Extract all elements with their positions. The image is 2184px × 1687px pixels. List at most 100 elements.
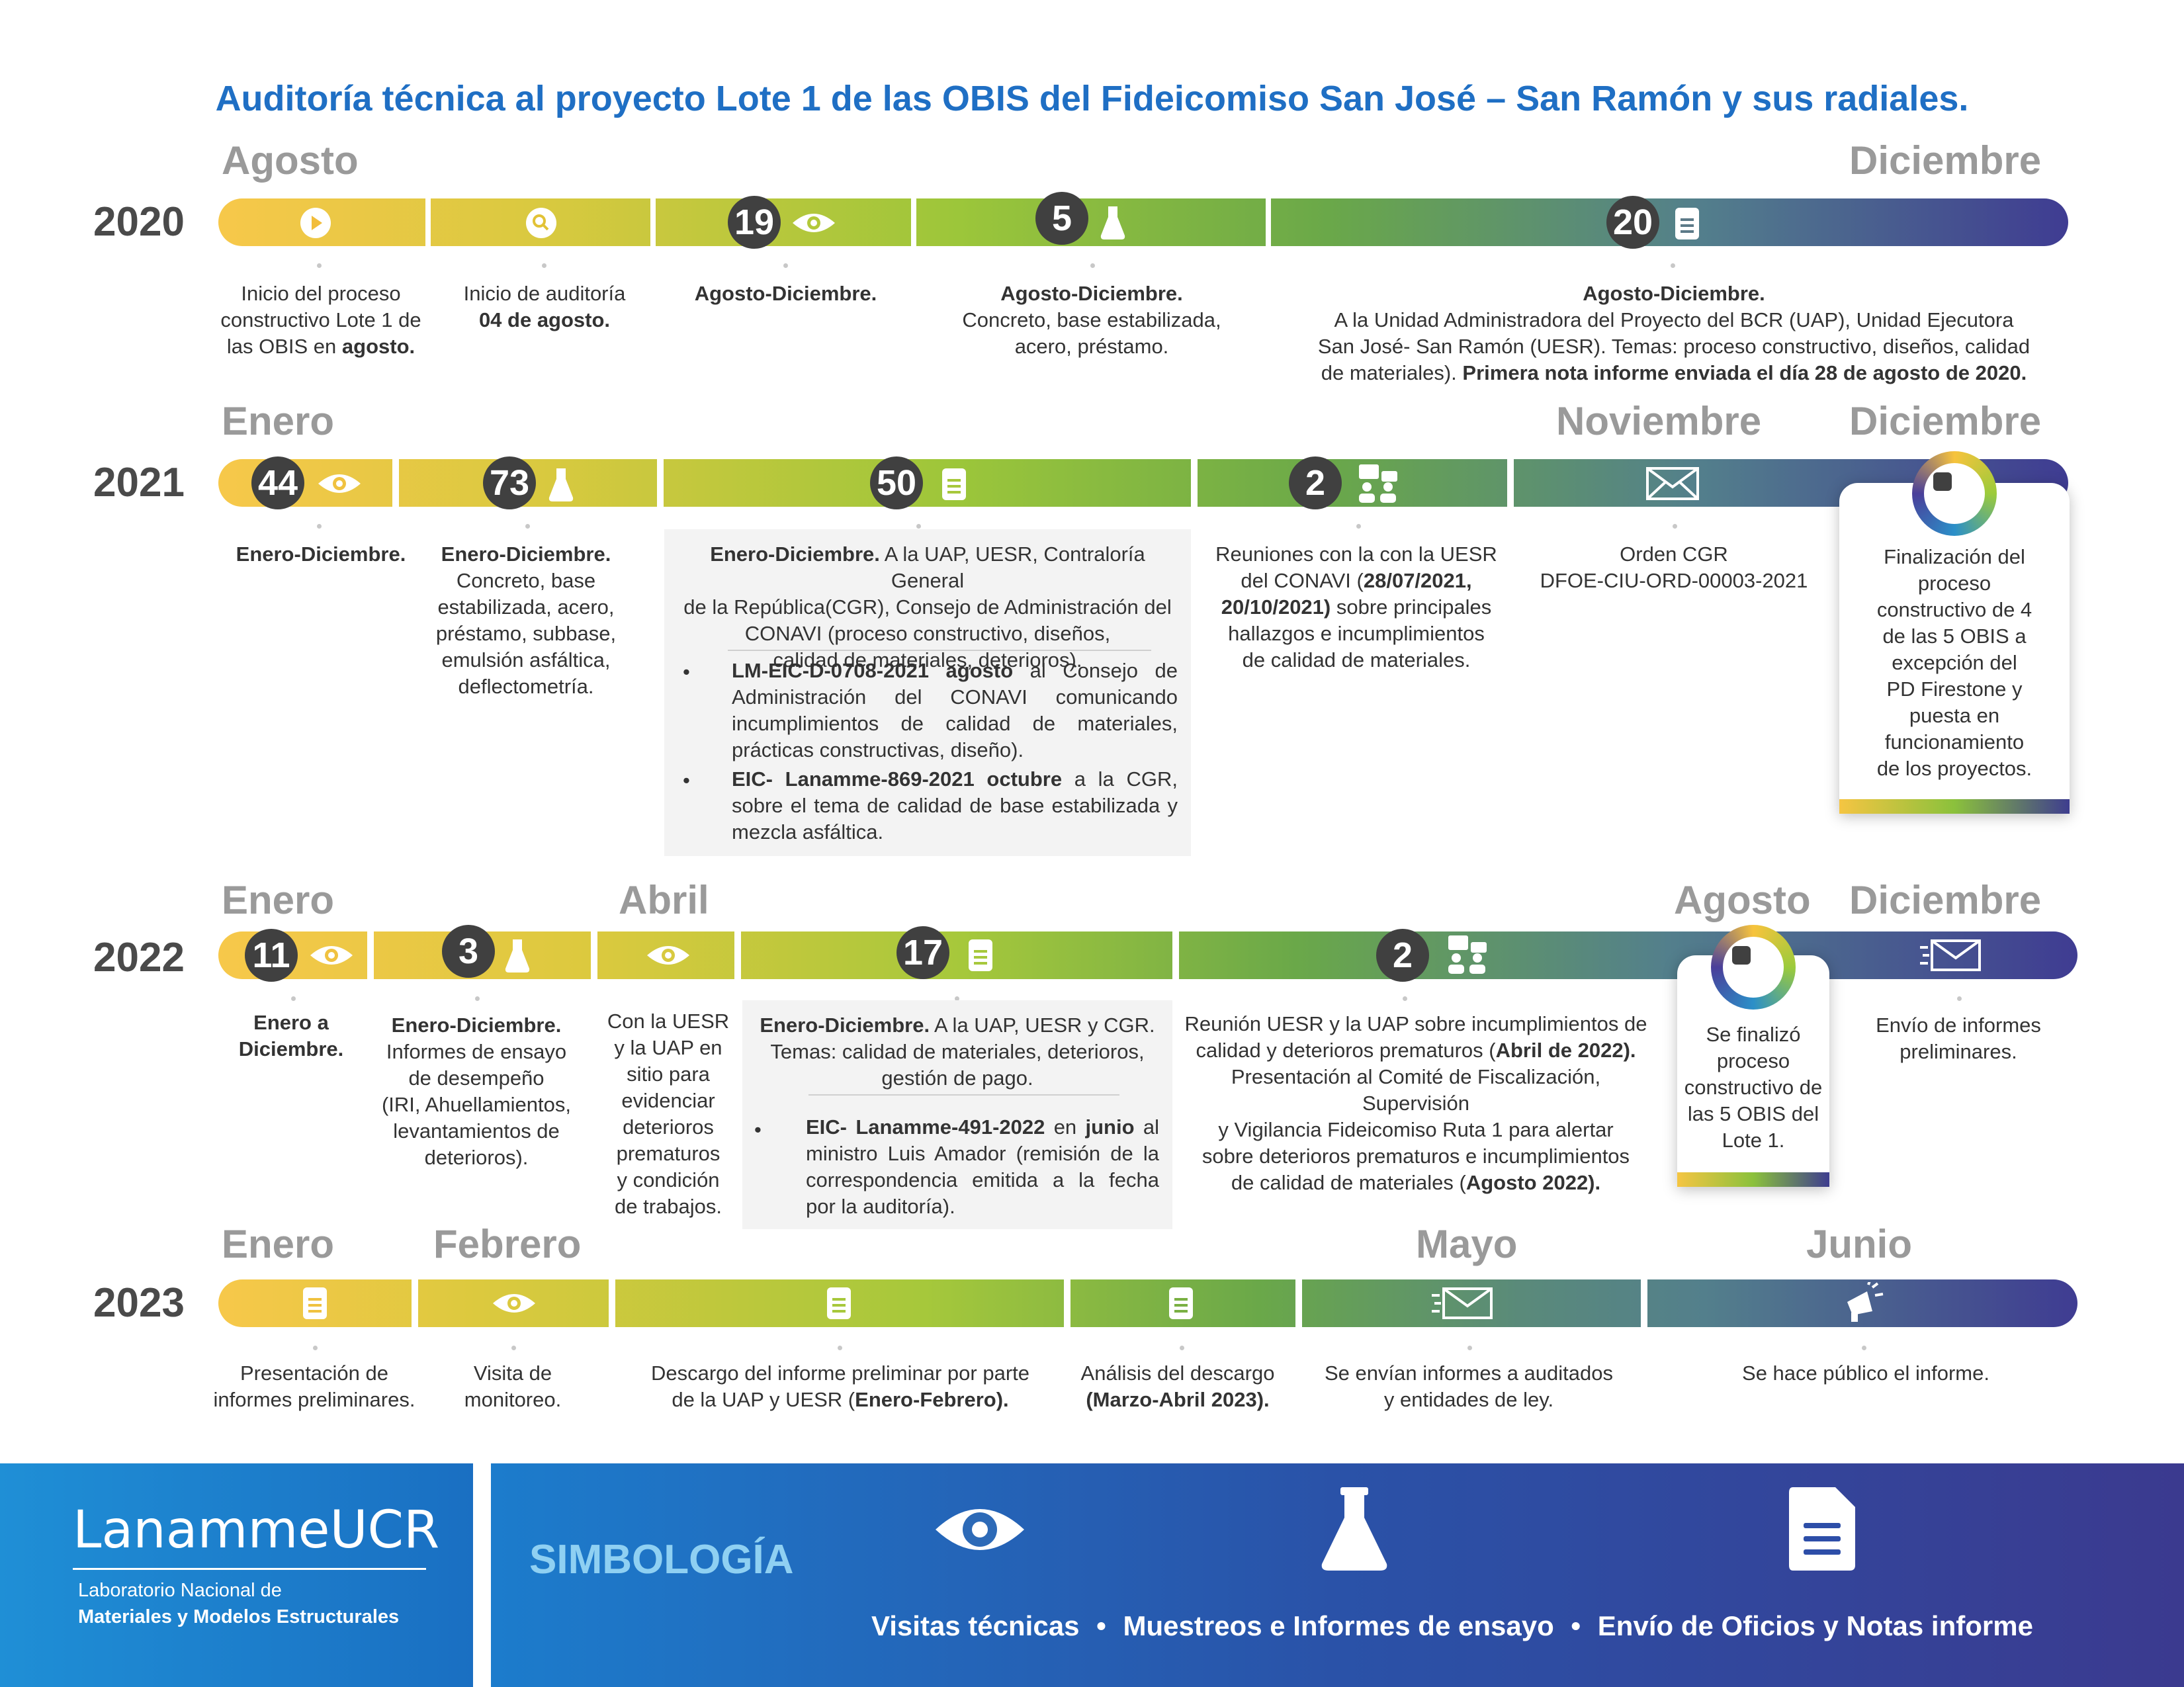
event-text: Enero a Diciembre. [238,1011,344,1060]
count-badge: 73 [483,456,536,509]
event-text: Inicio del proceso constructivo Lote 1 de… [220,282,421,358]
logo: LanammeUCR [73,1500,440,1560]
envelope-icon [1646,467,1699,500]
card-gradient-bar [1677,1172,1829,1187]
milestone-card-2022: Se finalizó proceso constructivo de las 5 O… [1677,955,1829,1187]
count-badge: 5 [1035,192,1088,245]
logo-underline [73,1568,426,1570]
divider [1191,459,1198,507]
divider [1172,931,1179,979]
event-text: Orden CGR DFOE-CIU-ORD-00003-2021 [1540,542,1808,592]
bullet-text: EIC- Lanamme-491-2022 en junio al minist… [806,1115,1159,1218]
eye-icon [310,946,353,965]
divider [650,198,656,246]
search-icon [526,208,556,238]
year-label-2021: 2021 [93,460,185,505]
count-badge: 2 [1289,456,1342,509]
count-badge: 2 [1376,929,1429,982]
month-label-diciembre-2021: Diciembre [1849,399,2042,443]
document-icon [303,1287,327,1319]
month-label-agosto-2020: Agosto [222,138,359,183]
lab-name-line2: Materiales y Modelos Estructurales [78,1606,400,1627]
footer-logo-panel: LanammeUCR Laboratorio Nacional de Mater… [0,1463,473,1687]
count-badge: 11 [245,929,298,982]
document-icon [942,468,966,500]
divider [591,931,597,979]
page-title: Auditoría técnica al proyecto Lote 1 de … [215,79,1969,118]
eye-icon [493,1294,535,1313]
legend-item-visitas: Visitas técnicas [871,1610,1080,1641]
month-label-junio-2023: Junio [1806,1222,1912,1266]
divider [609,1279,615,1327]
connector-dot [1180,1346,1184,1350]
divider [1507,459,1514,507]
timeline-bar-2020 [218,198,2068,246]
month-label-diciembre-2022: Diciembre [1849,878,2042,922]
detail-panel-2021: Enero-Diciembre. A la UAP, UESR, Contral… [664,529,1191,856]
month-label-mayo-2023: Mayo [1416,1222,1518,1266]
bullet: • [754,1118,762,1141]
count-badge: 3 [442,925,495,978]
connector-dot [783,263,788,268]
eye-icon [647,946,689,965]
legend-separator: • [1571,1610,1581,1641]
document-icon [969,939,992,971]
month-label-agosto-2022: Agosto [1674,878,1811,922]
event-text: Enero-Diciembre. A la UAP, UESR, Contral… [683,542,1172,671]
event-text: Inicio de auditoría 04 de agosto. [463,282,626,331]
bullet-text: LM-EIC-D-0708-2021 agosto al Consejo de … [732,659,1178,761]
document-icon [1169,1287,1193,1319]
document-icon [1789,1487,1855,1571]
month-label-noviembre-2021: Noviembre [1556,399,1762,443]
connector-dot [1671,263,1675,268]
event-text: Presentación de informes preliminares. [213,1362,415,1411]
month-label-abril-2022: Abril [619,878,709,922]
month-label-enero-2021: Enero [222,399,335,443]
connector-dot [1090,263,1095,268]
event-text: Reunión UESR y la UAP sobre incumplimien… [1184,1012,1647,1194]
connector-dot [542,263,546,268]
event-text: Descargo del informe preliminar por part… [650,1362,1030,1411]
detail-panel-2022: Enero-Diciembre. A la UAP, UESR y CGR. Te… [742,1000,1172,1229]
connector-dot [955,996,959,1001]
divider [911,198,916,246]
event-text: Agosto-Diciembre. A la Unidad Administrad… [1317,282,2031,384]
eye-icon [793,214,835,232]
month-label-diciembre-2020: Diciembre [1849,138,2042,183]
milestone-card-2021: Finalización del proceso constructivo de 4… [1839,483,2070,814]
event-text: Reuniones con la con la UESR del CONAVI (… [1215,542,1497,671]
flask-icon [1321,1487,1387,1571]
month-label-enero-2023: Enero [222,1222,335,1266]
bullet-text: EIC- Lanamme-869-2021 octubre a la CGR, … [732,767,1178,844]
send-mail-icon [1920,939,1981,971]
connector-dot [317,524,322,529]
bullet: • [683,660,690,683]
count-badge: 44 [251,456,304,509]
divider [392,459,399,507]
count-badge: 17 [896,926,949,979]
send-mail-icon [1432,1287,1493,1319]
event-text: Envío de informes preliminares. [1876,1014,2041,1063]
count-badge: 19 [728,196,781,249]
divider [1295,1279,1302,1327]
connector-dot [1403,996,1407,1001]
milestone-ring-icon [1912,451,1997,536]
event-text: Análisis del descargo (Marzo-Abril 2023). [1080,1362,1275,1411]
eye-icon [936,1509,1024,1550]
milestone-text: Finalización del proceso constructivo de 4… [1876,545,2032,780]
event-text: Enero-Diciembre. A la UAP, UESR y CGR. Te… [760,1014,1155,1090]
event-text: Enero-Diciembre. [236,542,406,566]
connector-dot [1862,1346,1866,1350]
event-text: Visita de monitoreo. [464,1362,562,1411]
card-gradient-bar [1839,799,2070,814]
event-text: Enero-Diciembre. Concreto, base estabiliza… [435,542,617,698]
eye-icon [318,474,361,493]
divider [657,459,664,507]
play-icon [300,208,331,238]
connector-dot [1356,524,1361,529]
bullet: • [683,769,690,792]
year-label-2020: 2020 [93,199,185,245]
event-text: Se hace público el informe. [1742,1362,1989,1385]
divider [808,1094,1119,1096]
footer-legend-panel: SIMBOLOGÍA Visitas técnicas • Muestreos … [491,1463,2184,1687]
